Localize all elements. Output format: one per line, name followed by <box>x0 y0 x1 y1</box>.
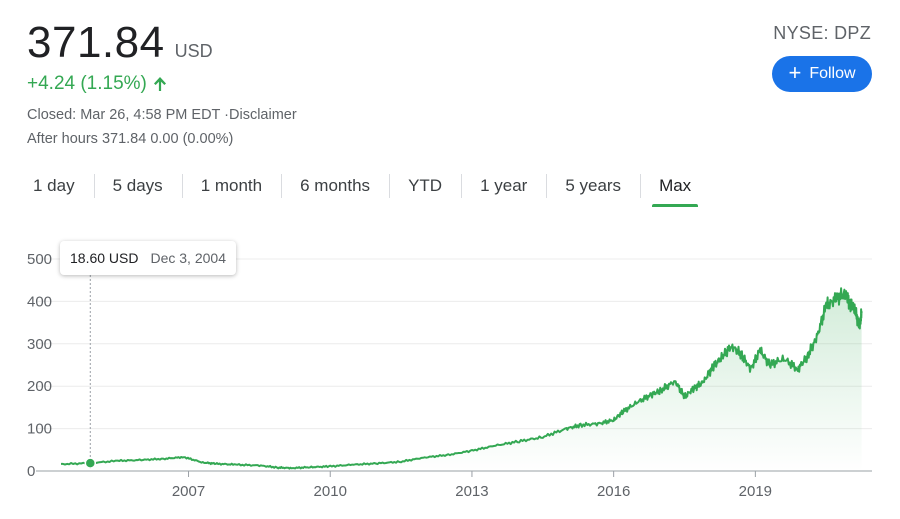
price-row: 371.84 USD <box>27 18 213 68</box>
tooltip-date: Dec 3, 2004 <box>150 250 226 266</box>
follow-button[interactable]: + Follow <box>772 56 872 92</box>
chart-tooltip: 18.60 USD Dec 3, 2004 <box>60 241 236 275</box>
currency-label: USD <box>174 41 213 61</box>
tab-5-days[interactable]: 5 days <box>93 168 182 204</box>
follow-label: Follow <box>809 65 856 82</box>
y-tick-label: 400 <box>27 293 52 310</box>
x-tick-label: 2010 <box>314 483 347 500</box>
after-hours-info: After hours 371.84 0.00 (0.00%) <box>27 131 234 147</box>
series-area <box>61 288 862 471</box>
x-tick-label: 2007 <box>172 483 205 500</box>
range-tabs: 1 day 5 days 1 month 6 months YTD 1 year… <box>14 168 710 207</box>
series-line <box>61 287 863 470</box>
x-tick-label: 2019 <box>739 483 772 500</box>
ticker-symbol: NYSE: DPZ <box>773 23 871 43</box>
price-change: +4.24 (1.15%) <box>27 73 167 95</box>
x-tick-label: 2016 <box>597 483 630 500</box>
tab-1-year[interactable]: 1 year <box>461 168 546 204</box>
quote-header: 371.84 USD <box>27 18 213 68</box>
arrow-up-icon <box>153 76 167 92</box>
tab-max[interactable]: Max <box>640 168 710 207</box>
tab-ytd[interactable]: YTD <box>389 168 461 204</box>
y-tick-label: 200 <box>27 378 52 395</box>
price-change-value: +4.24 (1.15%) <box>27 73 147 94</box>
y-tick-label: 0 <box>27 463 35 480</box>
y-tick-label: 500 <box>27 251 52 268</box>
current-price: 371.84 <box>27 18 165 67</box>
tab-1-day[interactable]: 1 day <box>33 176 75 195</box>
hover-point <box>84 457 97 469</box>
closed-info: Closed: Mar 26, 4:58 PM EDT ·Disclaimer <box>27 107 297 123</box>
x-tick-label: 2013 <box>455 483 488 500</box>
tab-1-month[interactable]: 1 month <box>181 168 281 204</box>
tooltip-price: 18.60 USD <box>70 250 139 266</box>
tab-5-years[interactable]: 5 years <box>546 168 640 204</box>
y-tick-label: 300 <box>27 336 52 353</box>
plus-icon: + <box>788 60 802 85</box>
tab-6-months[interactable]: 6 months <box>281 168 389 204</box>
y-tick-label: 100 <box>27 421 52 438</box>
